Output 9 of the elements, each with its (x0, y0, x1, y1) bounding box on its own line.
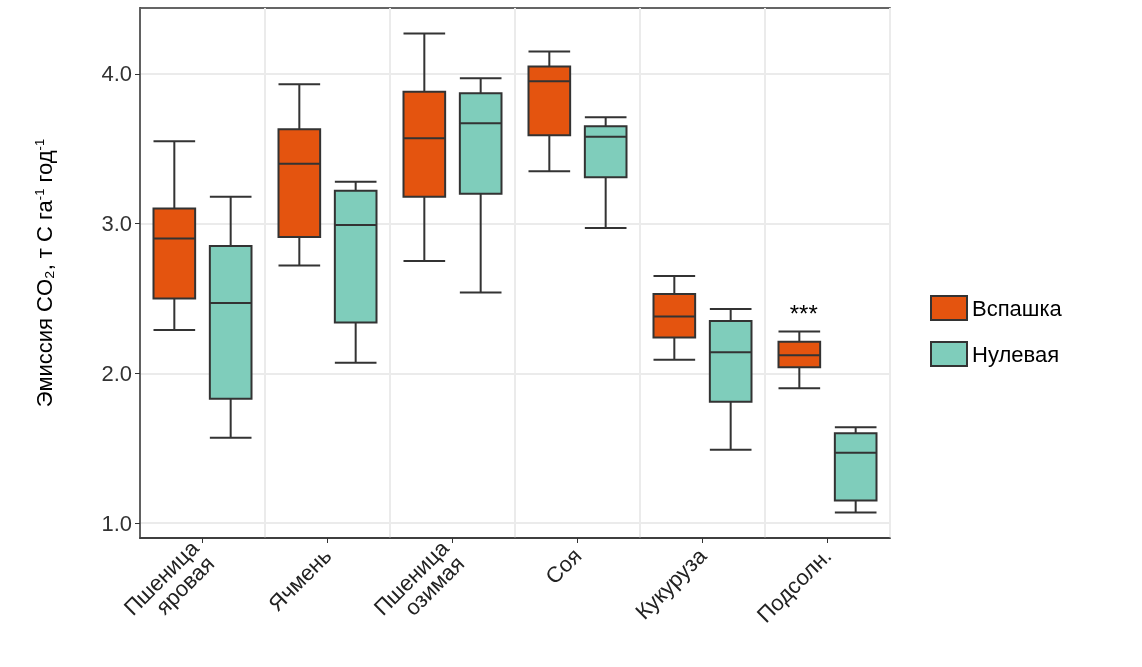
legend-label: Вспашка (972, 295, 1063, 321)
y-tick-label: 3.0 (101, 211, 132, 237)
x-tick-label: Соя (540, 543, 587, 590)
y-axis-title: Эмиссия CO₂, т С га-1 год-1 (31, 138, 57, 408)
y-tick-label: 2.0 (101, 360, 132, 386)
legend-label: Нулевая (972, 341, 1060, 367)
y-tick-label: 4.0 (101, 61, 132, 87)
annotation: *** (789, 299, 818, 327)
y-tick-label: 1.0 (101, 510, 132, 536)
